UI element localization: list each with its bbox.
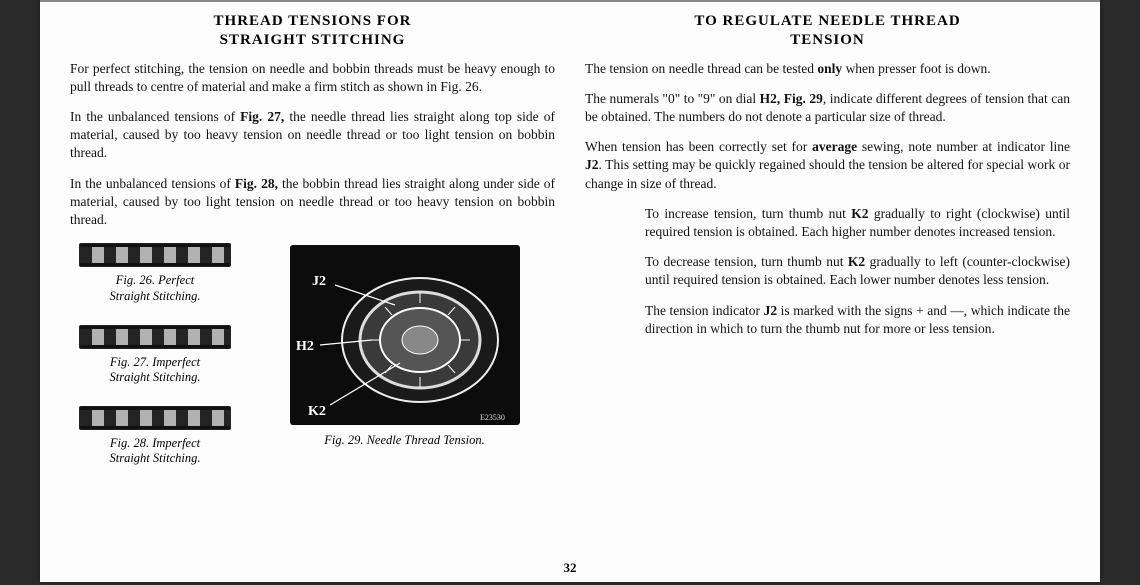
right-heading: TO REGULATE NEEDLE THREADTENSION <box>585 12 1070 50</box>
two-column-layout: THREAD TENSIONS FORSTRAIGHT STITCHING Fo… <box>40 2 1100 485</box>
fig28-caption: Fig. 28. ImperfectStraight Stitching. <box>110 436 201 467</box>
right-para-6: The tension indicator J2 is marked with … <box>645 302 1070 338</box>
text: when presser foot is down. <box>842 61 990 76</box>
left-para-1: For perfect stitching, the tension on ne… <box>70 60 555 96</box>
right-column: TO REGULATE NEEDLE THREADTENSION The ten… <box>585 10 1070 485</box>
text: When tension has been correctly set for <box>585 139 812 154</box>
svg-text:H2: H2 <box>296 339 314 354</box>
fig29-caption: Fig. 29. Needle Thread Tension. <box>324 433 485 448</box>
figures-row: Fig. 26. PerfectStraight Stitching. Fig.… <box>70 241 555 485</box>
svg-text:K2: K2 <box>308 404 326 419</box>
tension-dial-icon: J2 H2 K2 E23530 <box>290 245 520 425</box>
bold: K2 <box>848 254 865 269</box>
text: To decrease tension, turn thumb nut <box>645 254 848 269</box>
viewport: THREAD TENSIONS FORSTRAIGHT STITCHING Fo… <box>0 0 1140 585</box>
stitch-figures: Fig. 26. PerfectStraight Stitching. Fig.… <box>70 241 240 485</box>
right-para-4: To increase tension, turn thumb nut K2 g… <box>645 205 1070 241</box>
indented-paragraphs: To increase tension, turn thumb nut K2 g… <box>645 205 1070 338</box>
fig28-illustration <box>79 406 231 430</box>
fig29-illustration: J2 H2 K2 E23530 <box>290 245 520 425</box>
fig26-illustration <box>79 243 231 267</box>
svg-text:J2: J2 <box>312 274 326 289</box>
right-para-3: When tension has been correctly set for … <box>585 138 1070 193</box>
text: . This setting may be quickly regained s… <box>585 157 1070 190</box>
fig-ref: Fig. 27, <box>240 109 284 124</box>
fig26-caption: Fig. 26. PerfectStraight Stitching. <box>110 273 201 304</box>
dial-figure: J2 H2 K2 E23530 Fig. 29. Needle Thread T… <box>254 241 555 485</box>
right-para-2: The numerals "0" to "9" on dial H2, Fig.… <box>585 90 1070 126</box>
left-heading: THREAD TENSIONS FORSTRAIGHT STITCHING <box>70 12 555 50</box>
text: sewing, note number at indicator line <box>857 139 1070 154</box>
bold: K2 <box>851 206 868 221</box>
bold: J2 <box>585 157 599 172</box>
left-para-2: In the unbalanced tensions of Fig. 27, t… <box>70 108 555 163</box>
bold: only <box>817 61 842 76</box>
text: In the unbalanced tensions of <box>70 176 235 191</box>
fig-ref: Fig. 28, <box>235 176 278 191</box>
bold: average <box>812 139 857 154</box>
manual-page: THREAD TENSIONS FORSTRAIGHT STITCHING Fo… <box>40 0 1100 582</box>
left-para-3: In the unbalanced tensions of Fig. 28, t… <box>70 175 555 230</box>
right-para-1: The tension on needle thread can be test… <box>585 60 1070 78</box>
svg-text:E23530: E23530 <box>480 413 505 422</box>
right-para-5: To decrease tension, turn thumb nut K2 g… <box>645 253 1070 289</box>
page-number: 32 <box>40 560 1100 576</box>
text: The tension on needle thread can be test… <box>585 61 817 76</box>
fig27-caption: Fig. 27. ImperfectStraight Stitching. <box>110 355 201 386</box>
bold: H2, Fig. 29 <box>760 91 823 106</box>
text: To increase tension, turn thumb nut <box>645 206 851 221</box>
bold: J2 <box>764 303 778 318</box>
left-column: THREAD TENSIONS FORSTRAIGHT STITCHING Fo… <box>70 10 555 485</box>
fig27-illustration <box>79 325 231 349</box>
text: The tension indicator <box>645 303 764 318</box>
text: In the unbalanced tensions of <box>70 109 240 124</box>
text: The numerals "0" to "9" on dial <box>585 91 760 106</box>
